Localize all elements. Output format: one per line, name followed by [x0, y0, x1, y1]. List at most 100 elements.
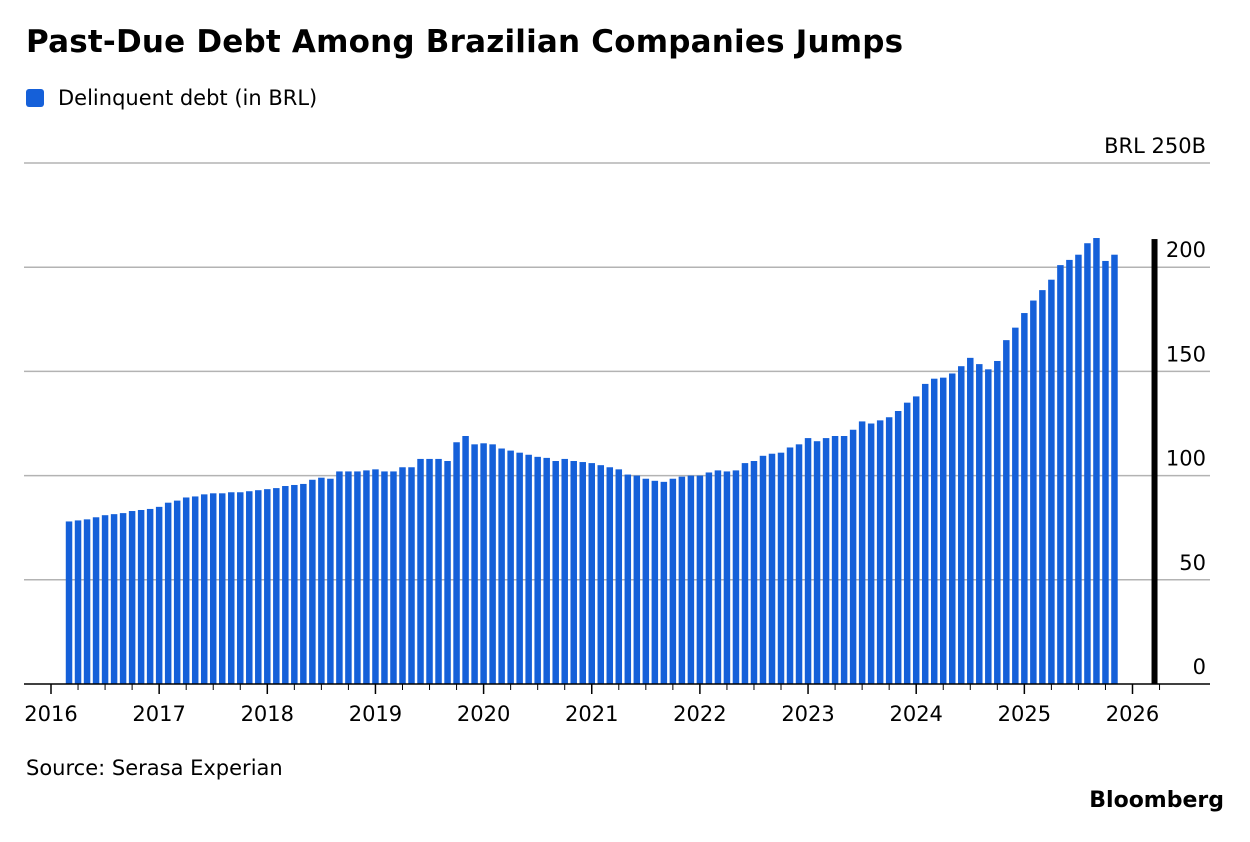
bar: [83, 519, 91, 684]
bar: [723, 471, 731, 684]
bar: [1111, 254, 1118, 684]
bar: [372, 469, 379, 684]
bar: [525, 454, 532, 684]
bar: [570, 461, 577, 684]
bar: [1066, 259, 1073, 684]
bar: [958, 366, 965, 684]
bar: [291, 484, 298, 684]
bar: [354, 471, 361, 684]
x-tick-label: 2018: [241, 702, 294, 726]
bar: [732, 470, 740, 684]
bar: [300, 483, 307, 684]
x-tick-label: 2026: [1106, 702, 1159, 726]
bar: [678, 476, 686, 684]
bar: [164, 502, 172, 684]
bar: [1048, 279, 1055, 684]
bar: [976, 364, 983, 684]
bar: [237, 492, 244, 684]
bar: [759, 455, 767, 684]
bar: [696, 475, 704, 684]
bar: [822, 438, 830, 684]
bar: [750, 461, 758, 684]
bar: [182, 497, 190, 684]
bar: [318, 477, 325, 684]
bar: [741, 463, 749, 684]
bar: [336, 471, 343, 684]
bar: [786, 447, 794, 684]
bar: [146, 508, 154, 684]
legend-label: Delinquent debt (in BRL): [58, 86, 318, 110]
bar: [444, 461, 451, 684]
y-tick-label: 50: [1179, 551, 1206, 575]
bar: [1057, 265, 1064, 684]
bloomberg-logo: Bloomberg: [1089, 788, 1224, 813]
bar: [381, 471, 388, 684]
bar: [615, 469, 623, 684]
bar: [994, 360, 1001, 684]
bar: [660, 481, 668, 684]
bar: [228, 492, 235, 684]
bar: [1102, 260, 1109, 684]
y-tick-label: 150: [1166, 342, 1206, 366]
bar: [173, 500, 181, 684]
x-tick-label: 2024: [889, 702, 942, 726]
source-note: Source: Serasa Experian: [26, 756, 283, 780]
bar: [1039, 290, 1046, 684]
bar: [218, 493, 226, 684]
bar: [903, 402, 911, 684]
bar: [128, 511, 136, 684]
legend-swatch: [26, 89, 44, 107]
bar: [534, 456, 541, 684]
bar: [462, 436, 469, 684]
x-tick-label: 2025: [998, 702, 1051, 726]
bar: [840, 436, 848, 684]
bar: [399, 467, 406, 684]
bar: [606, 467, 614, 684]
bar: [200, 494, 208, 684]
bar: [579, 462, 586, 684]
bar: [588, 463, 595, 684]
bar: [597, 465, 605, 684]
bar: [507, 450, 514, 684]
chart-title: Past-Due Debt Among Brazilian Companies …: [26, 24, 904, 60]
x-tick-label: 2020: [457, 702, 510, 726]
bar: [309, 479, 316, 684]
bar: [191, 496, 199, 684]
bar: [137, 509, 145, 684]
bar: [264, 489, 271, 684]
bar: [777, 452, 785, 684]
bar: [768, 453, 776, 684]
x-tick-label: 2023: [781, 702, 834, 726]
bar: [1003, 340, 1010, 684]
bar: [705, 472, 713, 684]
bar: [92, 517, 100, 684]
bar: [714, 470, 722, 684]
bar: [804, 438, 812, 684]
bar: [426, 458, 433, 684]
bar: [417, 458, 424, 684]
bar: [633, 475, 641, 684]
y-axis-labels: BRL 250B 200 150 100 50 0: [1104, 134, 1206, 679]
bar: [1021, 313, 1028, 684]
bar: [408, 467, 415, 684]
bar: [480, 443, 487, 684]
bar: [687, 475, 695, 684]
bar: [930, 378, 938, 684]
bar: [795, 444, 803, 684]
bar: [119, 513, 127, 684]
bar: [209, 493, 217, 684]
bar: [471, 444, 478, 684]
bar: [949, 373, 956, 684]
bar: [651, 480, 659, 684]
bar: [669, 478, 677, 684]
bar: [255, 490, 262, 684]
x-tick-label: 2016: [24, 702, 77, 726]
y-tick-label: BRL 250B: [1104, 134, 1206, 158]
bar: [921, 383, 929, 684]
bar: [246, 491, 253, 684]
bar: [985, 369, 992, 684]
y-tick-label: 200: [1166, 238, 1206, 262]
bar: [74, 520, 82, 684]
bar: [894, 411, 902, 684]
